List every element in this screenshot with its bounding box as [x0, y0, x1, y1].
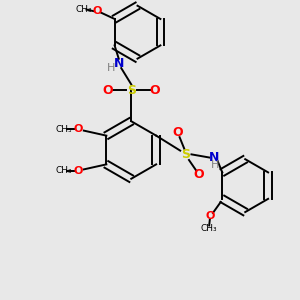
- Text: O: O: [74, 124, 83, 134]
- Text: O: O: [93, 6, 102, 16]
- Text: O: O: [149, 83, 160, 97]
- Text: O: O: [103, 83, 113, 97]
- Text: CH₃: CH₃: [201, 224, 217, 233]
- Text: N: N: [209, 151, 219, 164]
- Text: CH₃: CH₃: [56, 125, 73, 134]
- Text: N: N: [114, 57, 124, 70]
- Text: O: O: [173, 126, 183, 139]
- Text: H: H: [107, 63, 115, 73]
- Text: S: S: [181, 148, 190, 161]
- Text: O: O: [74, 166, 83, 176]
- Text: CH₃: CH₃: [75, 5, 92, 14]
- Text: CH₃: CH₃: [56, 166, 73, 175]
- Text: O: O: [193, 168, 204, 181]
- Text: O: O: [205, 211, 214, 221]
- Text: S: S: [127, 83, 136, 97]
- Text: H: H: [210, 160, 219, 170]
